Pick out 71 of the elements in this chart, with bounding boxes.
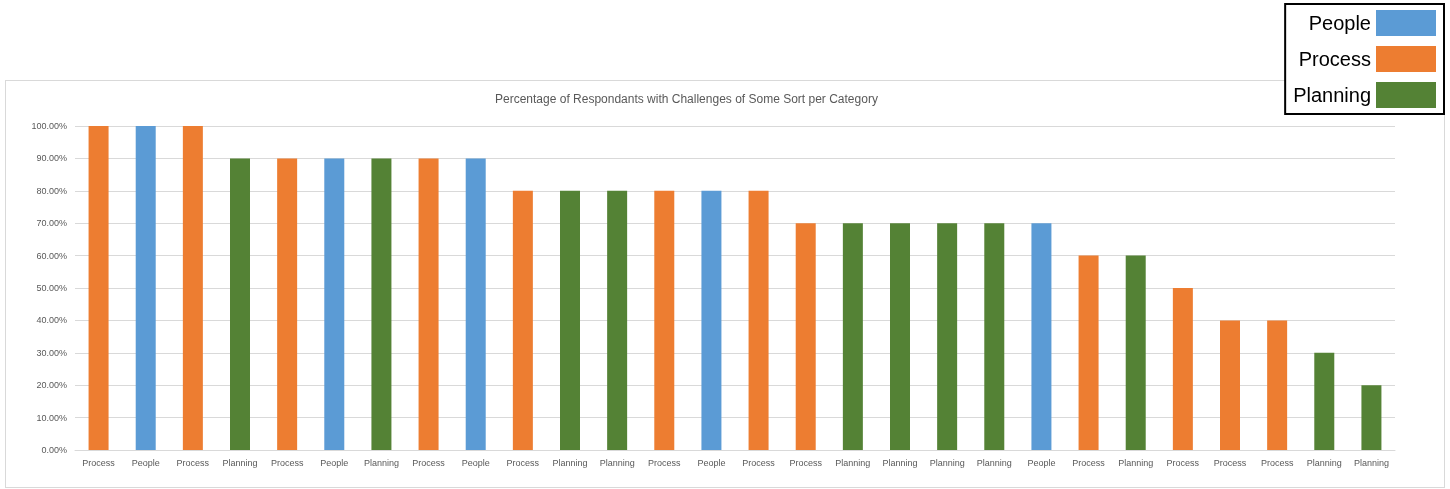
bar: [465, 158, 486, 450]
x-tick-label: Process: [742, 457, 776, 468]
bar: [984, 223, 1005, 450]
bar: [890, 223, 910, 450]
bar: [182, 126, 203, 450]
y-tick-label: 90.00%: [36, 153, 67, 164]
x-tick-label: People: [697, 457, 726, 468]
x-tick-label: Process: [1260, 457, 1294, 468]
x-tick-label: People: [1027, 457, 1056, 468]
x-tick-label: Planning: [976, 457, 1012, 468]
bar: [560, 190, 580, 450]
y-tick-label: 70.00%: [36, 218, 67, 229]
y-tick-label: 40.00%: [36, 315, 67, 326]
bar: [795, 223, 816, 450]
x-tick-label: Process: [1213, 457, 1247, 468]
y-tick-label: 10.00%: [36, 412, 67, 423]
y-tick-label: 80.00%: [36, 185, 67, 196]
bar: [1361, 385, 1382, 450]
chart-title: Percentage of Respondants with Challenges of Some Sort per Category: [495, 92, 878, 106]
x-tick-label: Process: [82, 457, 116, 468]
bar: [654, 190, 675, 450]
x-tick-label: Process: [270, 457, 304, 468]
legend-label: Planning: [1293, 84, 1371, 106]
bar: [1267, 320, 1288, 450]
x-tick-label: People: [320, 457, 349, 468]
bar: [748, 190, 769, 450]
x-tick-label: Process: [176, 457, 210, 468]
bar: [135, 126, 156, 450]
y-tick-label: 50.00%: [36, 283, 67, 293]
bar: [1031, 223, 1052, 450]
x-tick-label: Process: [1072, 457, 1106, 468]
x-tick-label: Planning: [599, 457, 635, 468]
x-tick-label: Planning: [882, 457, 918, 468]
x-tick-label: Planning: [552, 457, 588, 468]
bar: [607, 190, 628, 450]
bar: [937, 223, 958, 450]
y-tick-label: 30.00%: [36, 347, 67, 358]
bar: [324, 158, 345, 450]
x-tick-label: Process: [789, 457, 823, 468]
x-tick-label: Planning: [1306, 457, 1342, 468]
x-tick-label: Planning: [1353, 457, 1389, 468]
x-tick-label: People: [131, 457, 160, 468]
x-tick-label: People: [461, 457, 490, 468]
y-tick-label: 0.00%: [41, 445, 67, 455]
y-tick-label: 60.00%: [36, 250, 67, 261]
bar: [1172, 288, 1193, 450]
bar: [1314, 352, 1335, 450]
y-tick-label: 20.00%: [36, 380, 67, 391]
bar: [277, 158, 298, 450]
legend-label: Process: [1298, 48, 1371, 70]
y-tick-label: 100.00%: [31, 121, 67, 131]
bar: [701, 190, 722, 450]
x-tick-label: Process: [1166, 457, 1200, 468]
bar: [512, 190, 533, 450]
legend-label: People: [1308, 12, 1371, 34]
bar: [842, 223, 863, 450]
bar: [1125, 255, 1146, 450]
x-tick-label: Planning: [222, 457, 258, 468]
x-tick-label: Planning: [1118, 457, 1154, 468]
x-tick-label: Process: [412, 457, 446, 468]
bar: [1078, 255, 1099, 450]
bar: [418, 158, 439, 450]
x-tick-label: Planning: [835, 457, 871, 468]
x-tick-label: Process: [648, 457, 682, 468]
bar: [88, 126, 109, 450]
bar: [230, 158, 250, 450]
x-tick-label: Planning: [363, 457, 399, 468]
bar: [371, 158, 392, 450]
x-tick-label: Planning: [929, 457, 965, 468]
bar: [1220, 320, 1240, 450]
x-tick-label: Process: [506, 457, 540, 468]
